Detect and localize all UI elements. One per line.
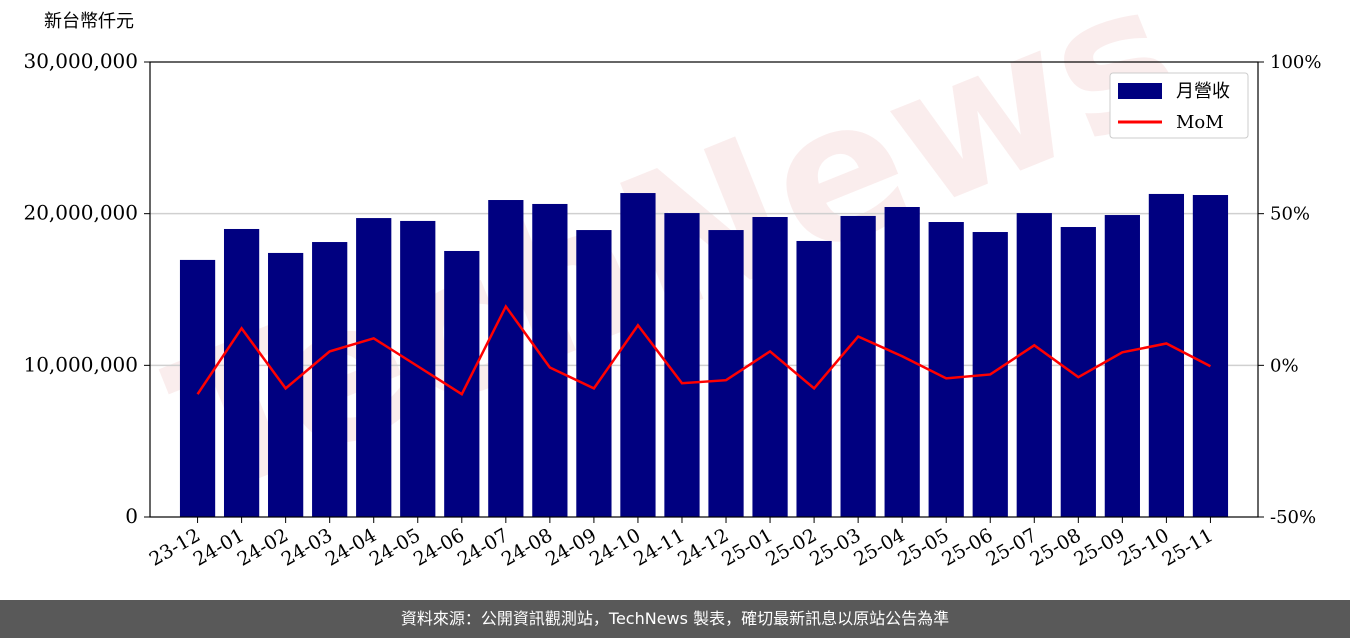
y-axis-label: 新台幣仟元 (44, 11, 134, 32)
bar (752, 217, 788, 517)
chart: 新台幣仟元 TechNews 010,000,00020,000,00030,0… (23, 0, 1321, 571)
bar (1104, 215, 1140, 517)
y2-tick-label: 50% (1270, 204, 1310, 225)
bar (179, 259, 216, 517)
bar (576, 230, 612, 517)
bar (268, 252, 304, 517)
bar (1060, 227, 1096, 517)
bar (928, 222, 964, 517)
legend-label: MoM (1176, 112, 1224, 133)
bar (356, 218, 392, 517)
bar (488, 200, 524, 517)
x-tick-label: 25-11 (1158, 524, 1216, 570)
bar (223, 228, 260, 518)
line (196, 304, 1212, 396)
plot-frame (149, 61, 1259, 518)
y-tick-label: 0 (125, 504, 138, 528)
bar (620, 193, 656, 518)
bar (532, 203, 568, 517)
y2-tick-label: 100% (1270, 52, 1321, 73)
legend-swatch (1118, 83, 1162, 99)
y-tick-label: 10,000,000 (23, 352, 138, 376)
bar (1016, 213, 1052, 517)
y2-tick-label: -50% (1270, 507, 1316, 528)
footer: 資料來源：公開資訊觀測站，TechNews 製表，確切最新訊息以原站公告為準 (0, 600, 1350, 638)
bar (840, 215, 876, 518)
y-tick-label: 20,000,000 (23, 201, 138, 225)
bar (444, 250, 480, 517)
bar (400, 220, 436, 518)
y-tick-label: 30,000,000 (23, 49, 138, 73)
legend-label: 月營收 (1176, 81, 1230, 102)
bar (1192, 195, 1229, 518)
y2-tick-label: 0% (1270, 355, 1299, 376)
bar (1148, 193, 1185, 517)
bar (664, 213, 700, 517)
bar (312, 242, 348, 518)
